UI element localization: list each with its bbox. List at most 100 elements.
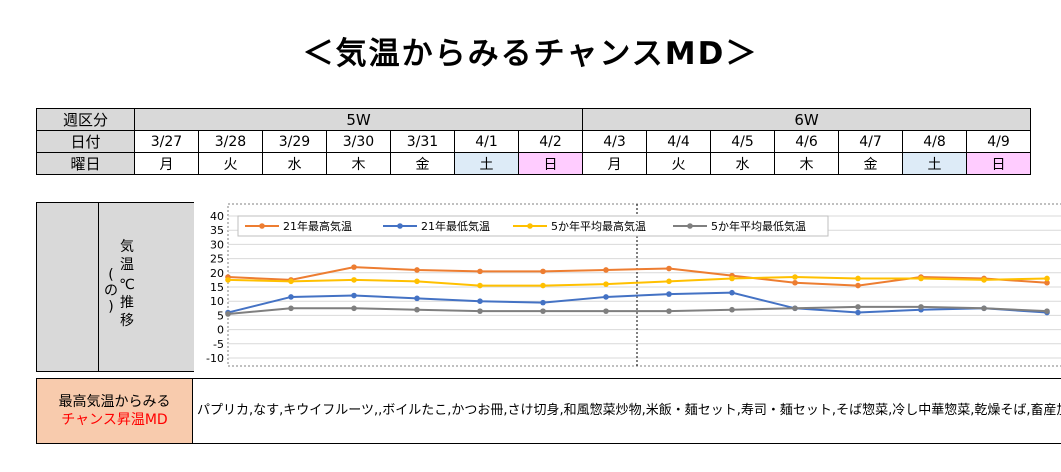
date-cell: 4/9 [966, 130, 1031, 153]
data-point [540, 308, 546, 314]
weekday-row: 曜日 月火水木金土日月火水木金土日 [36, 152, 1031, 175]
data-point [288, 294, 294, 300]
data-point [477, 308, 483, 314]
data-point [351, 305, 357, 312]
y-axis-label-char: 移 [120, 313, 134, 329]
data-point [666, 291, 672, 297]
y-axis-label-char: ) [108, 299, 114, 315]
chart-area: 気温 (℃ の推移) 40 35 30 25 20 15 10 5 0 -5 -10 21年最高気温 21年… [36, 202, 1061, 372]
y-tick-label: 0 [217, 324, 224, 337]
data-point [603, 267, 609, 273]
weekday-cell: 日 [518, 152, 583, 175]
data-point [477, 282, 483, 289]
date-cell: 3/30 [326, 130, 391, 153]
date-cell: 3/31 [390, 130, 455, 153]
weekday-cell: 月 [134, 152, 199, 175]
weekday-cell: 金 [390, 152, 455, 175]
y-tick-label: 10 [210, 295, 224, 308]
data-point [225, 311, 231, 317]
data-point [918, 275, 924, 282]
weekday-cell: 木 [774, 152, 839, 175]
data-point [288, 278, 294, 285]
md-label: 最高気温からみる チャンス昇温MD [36, 378, 193, 444]
y-axis-label-char: の [104, 283, 118, 299]
data-point [540, 299, 546, 306]
y-tick-label: -10 [206, 352, 224, 365]
y-tick-label: 20 [210, 267, 224, 280]
data-point [603, 281, 609, 287]
legend-marker [259, 223, 265, 229]
data-point [729, 289, 735, 296]
data-point [1044, 279, 1050, 286]
y-tick-label: -5 [213, 338, 224, 351]
series-line [227, 291, 1048, 314]
date-cell: 4/3 [582, 130, 647, 153]
week-label-5w: 5W [134, 108, 583, 131]
data-point [351, 264, 357, 270]
data-point [729, 306, 735, 313]
weekday-cell: 土 [454, 152, 519, 175]
data-point [666, 278, 672, 285]
y-tick-label: 5 [217, 309, 224, 322]
date-row-label: 日付 [36, 130, 135, 153]
data-point [918, 304, 924, 310]
y-axis-label-char: 推 [120, 295, 134, 311]
y-axis-label-char: ( [108, 267, 114, 283]
md-label-line2: チャンス昇温MD [61, 412, 168, 428]
data-point [351, 277, 357, 283]
y-axis-label-panel: 気温 (℃ の推移) [98, 202, 194, 372]
md-items: パプリカ,なす,キウイフルーツ,,ボイルたこ,かつお冊,さけ切身,和風惣菜炒物,… [193, 378, 1061, 444]
week-row: 週区分 5W 6W [36, 108, 1031, 131]
page-title: ＜気温からみるチャンスMD＞ [302, 36, 759, 72]
legend-marker [687, 223, 693, 229]
data-point [414, 295, 420, 302]
data-point [288, 305, 294, 312]
legend-label: 5か年平均最高気温 [551, 219, 646, 233]
data-point [414, 267, 420, 273]
data-point [855, 309, 861, 316]
y-axis-label-char: 気 [120, 239, 134, 255]
legend-label: 21年最低気温 [421, 219, 490, 233]
date-cell: 4/2 [518, 130, 583, 153]
weekday-cell: 土 [902, 152, 967, 175]
data-point [792, 279, 798, 286]
chart-left-margin [36, 202, 99, 372]
date-cell: 4/1 [454, 130, 519, 153]
md-label-line1: 最高気温からみる [58, 394, 171, 410]
data-point [477, 298, 483, 304]
data-point [666, 265, 672, 272]
legend-label: 5か年平均最低気温 [711, 219, 806, 233]
data-point [1044, 275, 1050, 282]
data-point [855, 275, 861, 282]
weekday-cell: 水 [262, 152, 327, 175]
y-tick-label: 35 [210, 224, 224, 237]
y-tick-label: 30 [210, 238, 224, 251]
week-label-6w: 6W [582, 108, 1031, 131]
data-point [603, 308, 609, 314]
data-point [603, 294, 609, 300]
date-cell: 3/28 [198, 130, 263, 153]
data-point [855, 304, 861, 310]
y-axis-label-char: 温 [120, 257, 134, 273]
weekday-cell: 金 [838, 152, 903, 175]
date-row: 日付 3/27 3/28 3/29 3/30 3/31 4/1 4/2 4/3 4/4 4/5 4/… [36, 130, 1031, 153]
data-point [540, 282, 546, 289]
y-tick-label: 40 [210, 210, 224, 223]
date-cell: 4/5 [710, 130, 775, 153]
legend-marker [527, 223, 533, 229]
weekday-cell: 火 [198, 152, 263, 175]
data-point [225, 277, 231, 283]
date-cell: 4/7 [838, 130, 903, 153]
weekday-cell: 月 [582, 152, 647, 175]
legend-label: 21年最高気温 [283, 219, 352, 233]
week-row-label: 週区分 [36, 108, 135, 131]
weekday-cell: 水 [710, 152, 775, 175]
data-point [414, 278, 420, 285]
calendar-table: 週区分 5W 6W 日付 3/27 3/28 3/29 3/30 3/31 4/1 4/2 4… [36, 108, 1031, 175]
series-line [227, 276, 1048, 287]
legend-marker [397, 223, 403, 229]
data-point [351, 292, 357, 299]
date-cell: 4/8 [902, 130, 967, 153]
y-tick-label: 25 [210, 253, 224, 266]
